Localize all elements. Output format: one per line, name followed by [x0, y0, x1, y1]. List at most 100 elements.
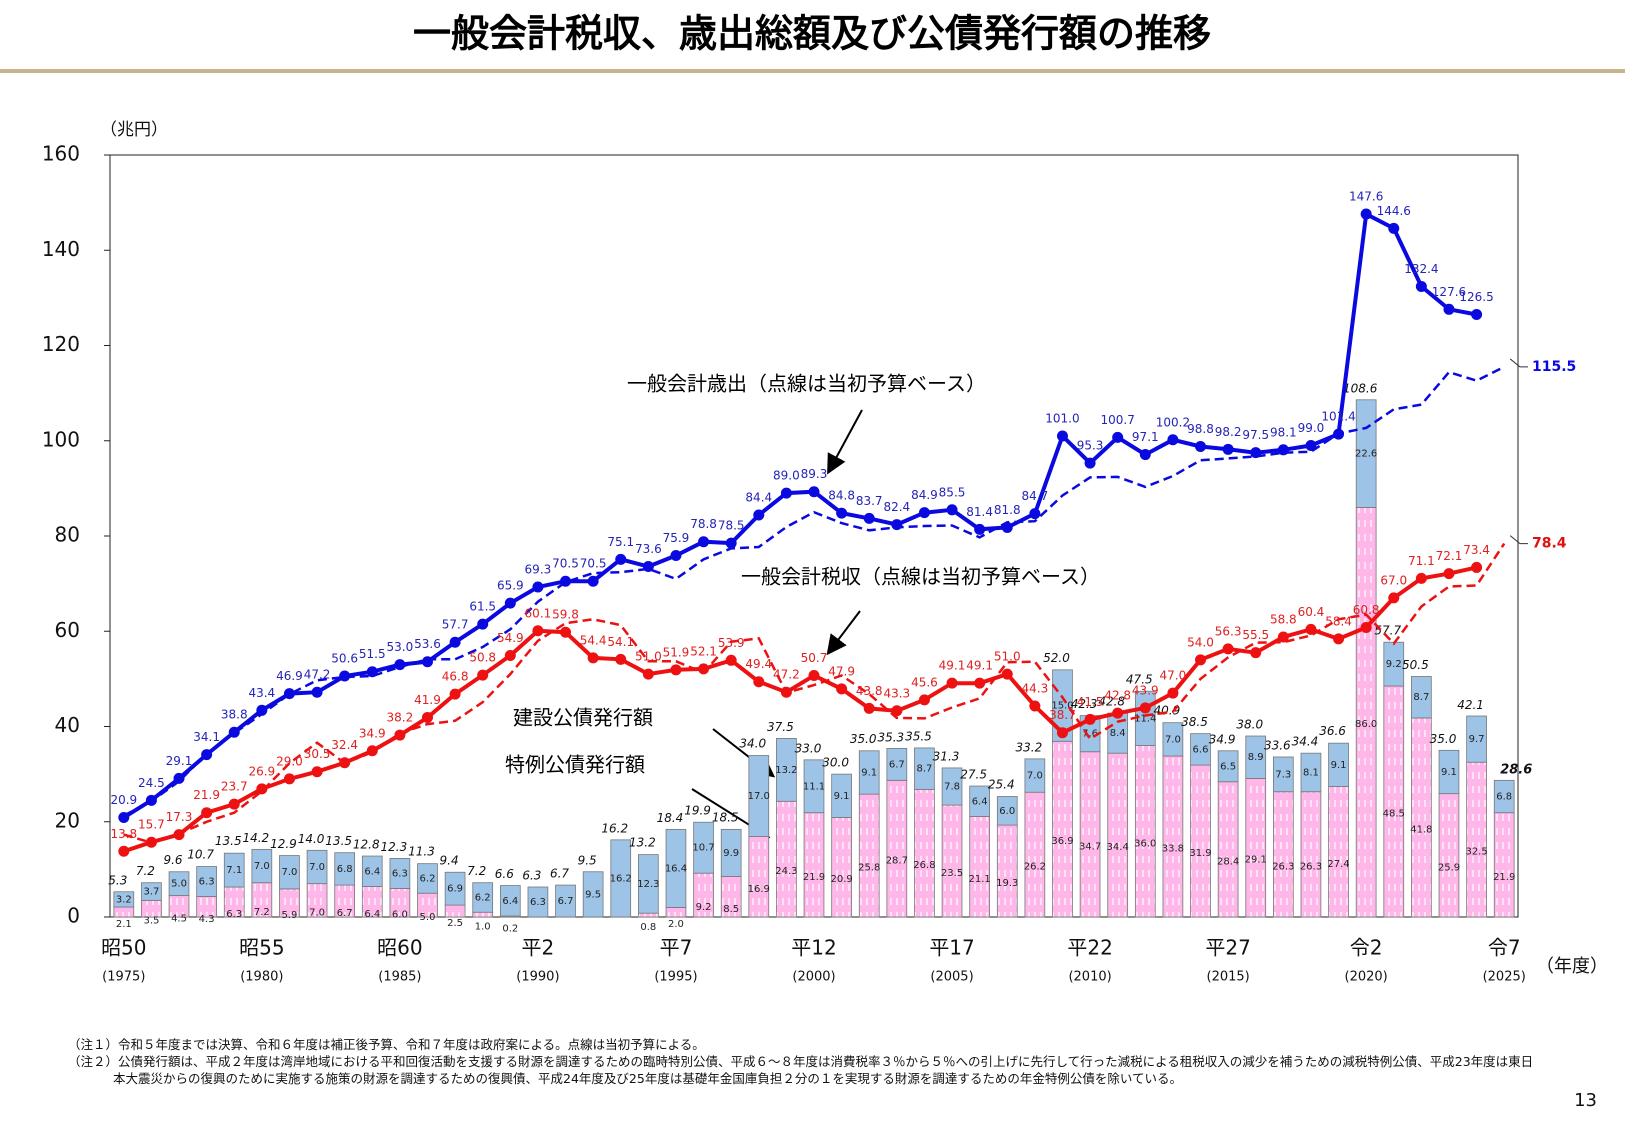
bar-total-label: 33.2: [1016, 740, 1043, 754]
bar-segment-label: 2.0: [668, 919, 684, 930]
arrow: [827, 409, 863, 475]
bar-segment-label: 23.5: [941, 868, 963, 879]
line-point: [1001, 668, 1013, 680]
bar-segment-label: 9.1: [834, 791, 850, 802]
line-point: [1139, 702, 1151, 714]
line-value-label: 46.8: [442, 670, 469, 684]
line-value-label: 50.7: [801, 651, 828, 665]
line-point: [974, 677, 986, 689]
x-tick-sublabel: (2025): [1483, 970, 1526, 985]
bar-segment: [969, 816, 990, 918]
line-value-label: 84.8: [828, 489, 855, 503]
line-value-label: 55.5: [1242, 628, 1269, 642]
line-value-label: 100.7: [1101, 413, 1135, 427]
line-value-label: 60.1: [525, 606, 552, 620]
bar-segment-label: 6.3: [199, 877, 215, 888]
bar-segment-label: 9.1: [1441, 767, 1457, 778]
line-value-label: 58.8: [1270, 612, 1297, 626]
x-tick-label: 昭50: [101, 936, 146, 960]
line-point: [725, 537, 737, 549]
line-point: [698, 536, 710, 548]
line-value-label: 42.8: [1104, 689, 1131, 703]
bar-segment-label: 7.2: [254, 907, 270, 918]
bar-segment-label: 7.0: [281, 867, 297, 878]
line-value-label: 99.0: [1298, 421, 1325, 435]
line-value-label: 100.2: [1156, 415, 1190, 429]
line-value-label: 43.8: [856, 684, 883, 698]
legend-label: 建設公債発行額: [513, 706, 653, 730]
line-value-label: 54.1: [607, 635, 634, 649]
annotation: 一般会計歳出（点線は当初予算ベース）: [627, 372, 986, 396]
line-point: [974, 523, 986, 535]
bar-segment-label: 6.2: [420, 873, 436, 884]
bar-total-label: 16.2: [601, 821, 628, 835]
line-point: [918, 507, 930, 519]
bar-segment-label: 9.2: [1386, 659, 1402, 670]
bar-total-label: 38.0: [1236, 718, 1263, 732]
bar-segment-label: 34.7: [1079, 841, 1101, 852]
bar-total-label: 35.5: [905, 729, 932, 743]
bar-segment-label: 36.9: [1051, 836, 1073, 847]
bar-total-label: 7.2: [136, 864, 155, 878]
bar-total-label: 34.0: [739, 737, 766, 751]
line-value-label: 73.6: [635, 542, 662, 556]
line-value-label: 54.0: [1187, 635, 1214, 649]
line-value-label: 83.7: [856, 494, 883, 508]
line-point: [1443, 568, 1455, 580]
bar-segment: [996, 824, 1018, 918]
y-tick-label: 80: [55, 523, 80, 547]
legend-label: 特例公債発行額: [505, 753, 645, 777]
bar-segment: [1079, 751, 1101, 918]
line-value-label: 71.1: [1408, 554, 1435, 568]
bar-segment: [555, 884, 576, 918]
line-point: [587, 575, 599, 587]
bar-total-label: 18.5: [712, 810, 739, 824]
bar-segment-label: 6.3: [392, 868, 408, 879]
bar-segment-label: 17.0: [748, 791, 770, 802]
bar-total-label: 18.4: [657, 811, 684, 825]
bar-segment: [1272, 756, 1294, 793]
notes: （注１）令和５年度までは決算、令和６年度は補正後予算、令和７年度は政府案による。…: [68, 1036, 1538, 1087]
line-value-label: 38.2: [387, 711, 414, 725]
bar-total-label: 35.0: [1430, 732, 1457, 746]
note: （注２）公債発行額は、平成２年度は湾岸地域における平和回復活動を支援する財源を調…: [68, 1054, 1534, 1086]
bar-segment: [720, 828, 742, 877]
line-value-label: 17.3: [166, 810, 193, 824]
bar-total-label: 27.5: [960, 768, 987, 782]
bar-segment-label: 16.2: [610, 873, 632, 884]
line-value-label: 67.0: [1380, 573, 1407, 587]
x-tick-sublabel: (1975): [102, 970, 145, 985]
line-value-label: 38.8: [221, 708, 248, 722]
endpoint-label: 78.4: [1532, 536, 1567, 552]
bar-segment: [223, 852, 245, 888]
bar-total-label: 9.6: [163, 853, 182, 867]
bar-segment: [417, 863, 438, 894]
line-point: [1195, 440, 1207, 452]
line-value-label: 51.0: [994, 650, 1021, 664]
line-point: [1388, 222, 1400, 234]
bar-segment: [914, 747, 935, 790]
line-value-label: 58.4: [1325, 614, 1352, 628]
line-value-label: 54.9: [497, 631, 524, 645]
bar-segment-label: 7.3: [1275, 769, 1291, 780]
line-point: [228, 726, 240, 738]
line-value-label: 60.4: [1298, 605, 1325, 619]
line-value-label: 50.8: [469, 651, 496, 665]
line-point: [1112, 707, 1124, 719]
bar-segment: [748, 755, 770, 837]
bar-segment-label: 2.1: [116, 919, 132, 930]
bar-segment-label: 0.8: [640, 922, 656, 933]
x-tick-label: 平27: [1205, 936, 1250, 960]
bar-segment: [969, 785, 990, 817]
line-value-label: 75.9: [663, 531, 690, 545]
bar-segment: [1355, 507, 1377, 918]
line-value-label: 34.9: [359, 726, 386, 740]
line-point: [1360, 208, 1372, 220]
bar-total-label: 13.5: [215, 834, 242, 848]
bar-segment: [1328, 742, 1349, 787]
bar-segment: [251, 848, 273, 884]
bar-total-label: 35.0: [850, 732, 877, 746]
bar-segment: [1052, 669, 1073, 742]
x-tick-label: 平7: [660, 936, 693, 960]
bar-segment-label: 1.0: [475, 922, 491, 933]
